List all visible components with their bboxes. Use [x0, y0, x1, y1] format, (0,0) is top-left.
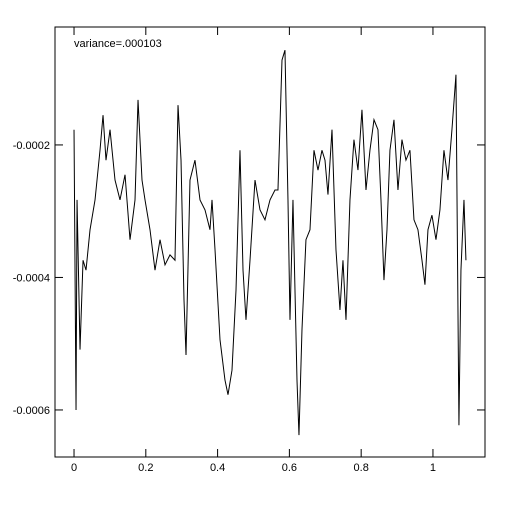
x-tick-label: 0.4: [210, 462, 225, 474]
y-tick-label: -0.0006: [13, 405, 50, 417]
x-tick-label: 0.6: [282, 462, 297, 474]
x-tick-label: 1: [430, 462, 436, 474]
x-tick-label: 0.2: [138, 462, 153, 474]
plot-frame: [54, 26, 486, 458]
annotation: variance=.000103: [74, 38, 162, 50]
data-line: [73, 50, 467, 436]
y-tick-label: -0.0004: [13, 272, 50, 284]
x-tick-label: 0: [71, 462, 77, 474]
x-tick-label: 0.8: [354, 462, 369, 474]
y-tick-label: -0.0002: [13, 140, 50, 152]
